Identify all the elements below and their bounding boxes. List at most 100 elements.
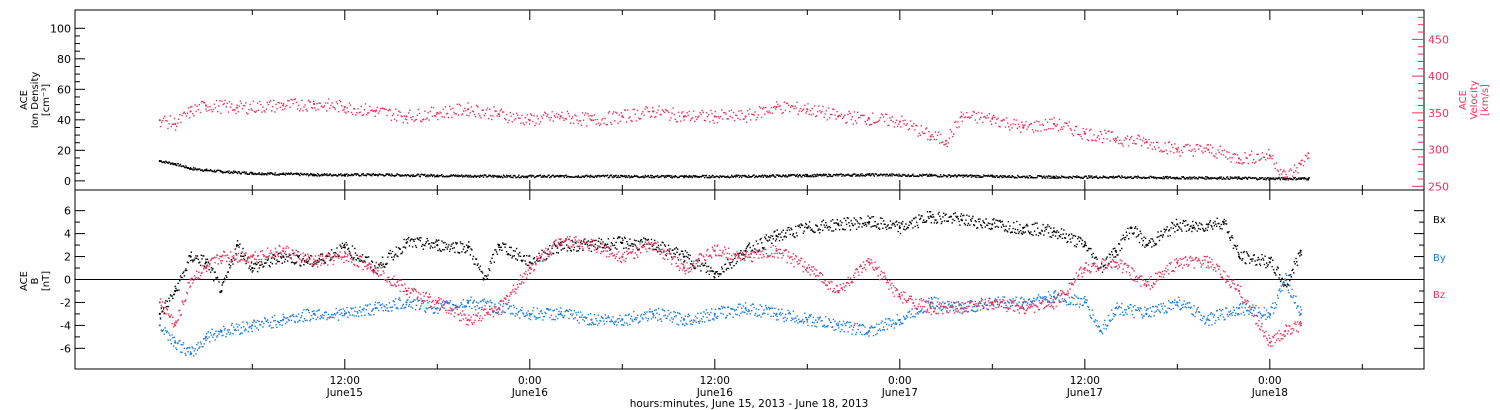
velocity-series-point (604, 117, 606, 120)
velocity-series-point (419, 120, 422, 122)
by-series-point (577, 311, 579, 313)
bx-series-point (414, 244, 417, 247)
by-series-point (594, 323, 596, 325)
density-series-point (1055, 175, 1057, 177)
bx-series-point (448, 244, 450, 246)
density-series-point (1277, 177, 1279, 179)
bx-series-point (651, 245, 653, 247)
bx-series-point (496, 253, 499, 255)
bx-series-point (388, 252, 391, 255)
density-series-point (785, 175, 788, 177)
bx-series-point (989, 222, 991, 225)
density-series-point (196, 168, 199, 170)
density-series-point (280, 173, 283, 175)
density-series-point (818, 173, 821, 176)
density-series-point (768, 174, 771, 177)
bx-series-point (1075, 246, 1077, 248)
density-series-point (698, 176, 700, 179)
bx-series-point (350, 254, 352, 257)
density-series-point (838, 173, 841, 176)
density-series-point (1074, 176, 1077, 178)
velocity-series-point (1251, 162, 1254, 164)
bx-series-point (893, 223, 896, 226)
velocity-series-point (700, 113, 702, 116)
density-series-point (734, 175, 736, 177)
density-series-point (1032, 177, 1034, 179)
bx-series-point (872, 225, 874, 227)
density-series-point (399, 175, 401, 177)
density-series-point (1307, 179, 1309, 181)
by-series-point (184, 352, 186, 355)
density-series-point (882, 174, 884, 177)
by-series-point (504, 311, 506, 314)
bx-series-point (273, 258, 276, 260)
bx-series-point (1064, 237, 1066, 239)
bx-series-point (748, 244, 750, 246)
bx-series-point (1062, 233, 1064, 235)
velocity-series-point (817, 110, 819, 113)
velocity-series-point (1234, 153, 1237, 155)
bx-series-point (1215, 223, 1217, 225)
by-series-point (354, 310, 356, 313)
velocity-series-point (1243, 161, 1245, 164)
density-series-point (889, 173, 891, 176)
by-series-point (373, 314, 375, 316)
by-series-point (438, 309, 441, 311)
bx-series-point (1158, 239, 1161, 242)
by-series-point (263, 317, 266, 319)
by-series-point (393, 301, 395, 303)
bx-series-point (1288, 274, 1290, 277)
bx-series-point (594, 243, 596, 246)
bx-series-point (546, 258, 548, 260)
velocity-series-point (1133, 140, 1135, 142)
density-series-point (172, 163, 175, 166)
velocity-series-point (696, 118, 698, 120)
velocity-series-point (1004, 126, 1007, 128)
by-series-point (270, 327, 273, 329)
density-series-point (447, 175, 449, 177)
density-series-point (176, 164, 178, 167)
density-series-point (1090, 176, 1092, 179)
velocity-series-point (780, 108, 782, 111)
density-series-point (1096, 176, 1098, 179)
velocity-series-point (784, 109, 787, 112)
density-series-point (453, 174, 455, 177)
density-series-point (870, 174, 872, 176)
by-series-point (453, 304, 455, 306)
density-series-point (1256, 179, 1259, 181)
density-series-point (816, 173, 818, 175)
velocity-series-point (828, 117, 831, 119)
by-series-point (472, 302, 474, 304)
bx-series-point (358, 260, 361, 262)
velocity-series-point (1118, 142, 1120, 145)
velocity-series-point (353, 107, 355, 110)
bx-series-point (716, 271, 718, 273)
bx-series-point (933, 222, 936, 224)
b-tick-label: -4 (60, 319, 71, 332)
bx-series-point (733, 265, 735, 267)
bx-series-point (489, 260, 492, 263)
density-series-point (169, 163, 172, 165)
density-series-point (912, 173, 914, 175)
density-series-point (660, 176, 662, 178)
by-series-point (239, 333, 241, 335)
bx-series-point (992, 219, 994, 221)
velocity-series-point (429, 110, 431, 113)
bx-series-point (244, 254, 246, 257)
velocity-series-point (1182, 145, 1185, 148)
velocity-series-point (754, 111, 756, 113)
bx-series-point (159, 317, 162, 319)
velocity-series-point (933, 138, 935, 141)
velocity-series-point (398, 110, 400, 112)
density-series-point (457, 174, 459, 176)
density-series-point (642, 175, 644, 177)
velocity-series-point (681, 112, 683, 114)
bx-series-point (868, 223, 870, 225)
bx-series-point (751, 250, 753, 252)
bx-series-point (283, 261, 286, 263)
density-series-point (936, 176, 939, 178)
by-series-point (199, 346, 201, 348)
density-series-point (1151, 176, 1154, 179)
by-series-point (455, 305, 458, 308)
density-series-point (772, 174, 774, 176)
